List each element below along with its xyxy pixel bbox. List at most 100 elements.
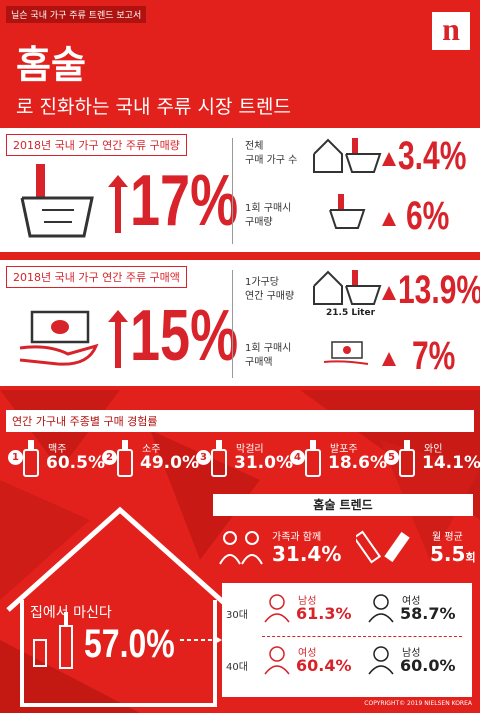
item-value: 7% bbox=[412, 334, 456, 378]
basket-icon bbox=[20, 164, 94, 238]
section-label: 2018년 국내 가구 연간 주류 구매량 bbox=[6, 134, 187, 156]
family-value: 31.4% bbox=[272, 542, 342, 566]
bottle bbox=[211, 440, 227, 477]
age-value: 58.7% bbox=[400, 604, 456, 623]
monthly-value: 5.5회 bbox=[430, 542, 476, 566]
drink-name: 와인 bbox=[424, 444, 443, 455]
person bbox=[368, 646, 394, 675]
line: 1회 구매시 bbox=[245, 343, 292, 354]
gender: 남성 bbox=[402, 648, 421, 659]
drink-value: 31.0% bbox=[234, 453, 293, 473]
item-value: 13.9% bbox=[398, 268, 480, 312]
age-value: 60.0% bbox=[400, 656, 456, 675]
house-basket-icon bbox=[313, 270, 382, 305]
rank-badge: 2 bbox=[102, 450, 117, 465]
volume-panel bbox=[0, 128, 480, 252]
drink-icon bbox=[396, 438, 418, 478]
cheers-icon bbox=[356, 530, 410, 564]
person bbox=[264, 646, 290, 675]
drink-icon bbox=[302, 438, 324, 478]
rank-badge: 4 bbox=[290, 450, 305, 465]
up-arrow bbox=[382, 152, 396, 166]
bottle bbox=[399, 440, 415, 477]
rank-badge: 1 bbox=[8, 450, 23, 465]
rank-badge: 3 bbox=[196, 450, 211, 465]
line: 전체 bbox=[245, 141, 264, 152]
age-value: 61.3% bbox=[296, 604, 352, 623]
item-value: 3.4% bbox=[398, 134, 467, 178]
person bbox=[368, 594, 394, 623]
bottle bbox=[23, 440, 39, 477]
home-value: 57.0% bbox=[84, 622, 175, 666]
drink-value: 14.1% bbox=[422, 453, 480, 473]
line: 구매량 bbox=[245, 217, 273, 228]
up-arrow bbox=[382, 352, 396, 366]
drink-icon bbox=[114, 438, 136, 478]
ages-panel bbox=[222, 583, 472, 697]
copyright: COPYRIGHT© 2019 NIELSEN KOREA bbox=[364, 700, 472, 707]
section-label: 2018년 국내 가구 연간 주류 구매액 bbox=[6, 266, 187, 288]
header-tag: 닐슨 국내 가구 주류 트렌드 보고서 bbox=[6, 6, 147, 23]
trends-title: 홈술 트렌드 bbox=[213, 494, 473, 516]
line: 구매 가구 수 bbox=[245, 155, 298, 166]
person-icon bbox=[366, 644, 396, 676]
drink-name: 맥주 bbox=[48, 444, 67, 455]
basket-icon bbox=[329, 194, 366, 229]
drink-name: 막걸리 bbox=[236, 444, 264, 455]
divider bbox=[232, 270, 233, 378]
drinks-title: 연간 가구내 주종별 구매 경험률 bbox=[6, 410, 474, 432]
person bbox=[264, 594, 290, 623]
main-value: 17% bbox=[130, 161, 239, 241]
family-label: 가족과 함께 bbox=[272, 532, 322, 543]
up-arrow bbox=[382, 286, 396, 300]
spend-panel bbox=[0, 260, 480, 386]
unit: 회 bbox=[465, 551, 476, 564]
age: 40대 bbox=[226, 662, 248, 673]
item-value: 6% bbox=[406, 194, 450, 238]
line: 1회 구매시 bbox=[245, 203, 292, 214]
drink-icon bbox=[208, 438, 230, 478]
age: 30대 bbox=[226, 610, 248, 621]
up-arrow bbox=[108, 310, 128, 368]
bottle bbox=[305, 440, 321, 477]
up-arrow bbox=[382, 212, 396, 226]
bottle bbox=[117, 440, 133, 477]
value: 5.5 bbox=[430, 542, 466, 566]
line: 구매액 bbox=[245, 357, 273, 368]
person-icon bbox=[262, 644, 292, 676]
age-value: 60.4% bbox=[296, 656, 352, 675]
home-label: 집에서 마신다 bbox=[30, 605, 112, 621]
hand-money-icon bbox=[323, 341, 369, 365]
drink-icon bbox=[20, 438, 42, 478]
person-icon bbox=[262, 592, 292, 624]
drink-value: 60.5% bbox=[46, 453, 105, 473]
drink-value: 18.6% bbox=[328, 453, 387, 473]
gender: 여성 bbox=[298, 648, 317, 659]
up-arrow bbox=[108, 175, 128, 233]
subtitle: 로 진화하는 국내 주류 시장 트렌드 bbox=[16, 96, 291, 118]
monthly-label: 월 평균 bbox=[432, 532, 463, 543]
divider bbox=[232, 138, 233, 244]
gender: 남성 bbox=[298, 596, 317, 607]
note: 21.5 Liter bbox=[326, 308, 376, 318]
drink-name: 발포주 bbox=[330, 444, 358, 455]
separator bbox=[262, 636, 462, 637]
drink-name: 소주 bbox=[142, 444, 161, 455]
line: 1가구당 bbox=[245, 277, 279, 288]
family-icon bbox=[219, 531, 263, 565]
line: 연간 구매량 bbox=[245, 291, 295, 302]
rank-badge: 5 bbox=[384, 450, 399, 465]
main-value: 15% bbox=[130, 296, 239, 376]
hand-money-icon bbox=[19, 310, 99, 366]
person-icon bbox=[366, 592, 396, 624]
title: 홈술 bbox=[16, 43, 86, 87]
house-basket-icon bbox=[313, 138, 382, 173]
logo: n bbox=[432, 12, 470, 50]
drink-value: 49.0% bbox=[140, 453, 199, 473]
